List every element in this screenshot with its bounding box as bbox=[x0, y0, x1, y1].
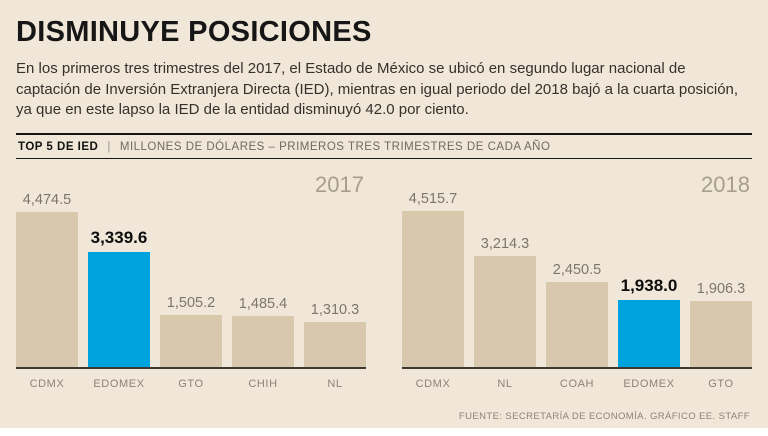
bar-column-cdmx-2017: 4,474.5 bbox=[16, 192, 78, 368]
category-labels-2018: CDMX NL COAH EDOMEX GTO bbox=[402, 378, 752, 390]
bar-gto-2017 bbox=[160, 315, 222, 368]
value-label-cdmx-2018: 4,515.7 bbox=[408, 191, 458, 208]
bar-edomex-2018 bbox=[618, 300, 680, 368]
infographic: DISMINUYE POSICIONES En los primeros tre… bbox=[16, 16, 752, 390]
bar-column-gto-2017: 1,505.2 bbox=[160, 295, 222, 368]
header-separator: | bbox=[107, 141, 111, 154]
bar-cdmx-2017 bbox=[16, 212, 78, 368]
category-label-gto-2017: GTO bbox=[178, 378, 204, 391]
bar-column-nl-2017: 1,310.3 bbox=[304, 302, 366, 368]
bottom-white-strip bbox=[0, 428, 768, 436]
bar-column-gto-2018: 1,906.3 bbox=[690, 281, 752, 368]
category-label-edomex-2017: EDOMEX bbox=[93, 378, 145, 391]
chart-header-subtitle: MILLONES DE DÓLARES – PRIMEROS TRES TRIM… bbox=[119, 141, 551, 154]
category-label-nl-2018: NL bbox=[497, 378, 513, 391]
bar-column-cdmx-2018: 4,515.7 bbox=[402, 191, 464, 368]
category-label-edomex-2018: EDOMEX bbox=[623, 378, 675, 391]
bar-column-nl-2018: 3,214.3 bbox=[474, 236, 536, 368]
bar-gto-2018 bbox=[690, 301, 752, 368]
value-label-gto-2017: 1,505.2 bbox=[166, 295, 216, 312]
category-label-chih-2017: CHIH bbox=[248, 378, 278, 391]
charts-area: 2017 4,474.5 3,339.6 1,505.2 1,485.4 1,310.3… bbox=[16, 172, 752, 390]
bar-column-edomex-2017: 3,339.6 bbox=[88, 228, 150, 368]
source-credit: FUENTE: SECRETARÍA DE ECONOMÍA. GRÁFICO … bbox=[458, 411, 750, 422]
year-label-2017: 2017 bbox=[315, 172, 364, 198]
year-label-2018: 2018 bbox=[701, 172, 750, 198]
chart-header-label: TOP 5 DE IED bbox=[18, 141, 99, 154]
bar-coah-2018 bbox=[546, 282, 608, 368]
chart-header-bar: TOP 5 DE IED | MILLONES DE DÓLARES – PRI… bbox=[16, 133, 752, 160]
bar-cdmx-2018 bbox=[402, 211, 464, 368]
intro-paragraph: En los primeros tres trimestres del 2017… bbox=[16, 60, 739, 119]
category-label-cdmx-2018: CDMX bbox=[415, 378, 451, 391]
bar-column-chih-2017: 1,485.4 bbox=[232, 296, 294, 368]
chart-2018: 2018 4,515.7 3,214.3 2,450.5 1,938.0 1,906.3… bbox=[402, 172, 752, 390]
value-label-edomex-2018: 1,938.0 bbox=[620, 276, 678, 296]
value-label-cdmx-2017: 4,474.5 bbox=[22, 192, 72, 209]
category-label-coah-2018: COAH bbox=[559, 378, 595, 391]
category-label-gto-2018: GTO bbox=[708, 378, 734, 391]
bar-chih-2017 bbox=[232, 316, 294, 368]
value-label-coah-2018: 2,450.5 bbox=[552, 262, 602, 279]
bar-column-edomex-2018: 1,938.0 bbox=[618, 276, 680, 368]
value-label-nl-2018: 3,214.3 bbox=[480, 236, 530, 253]
value-label-gto-2018: 1,906.3 bbox=[696, 281, 746, 298]
page-title: DISMINUYE POSICIONES bbox=[16, 16, 372, 48]
bar-nl-2018 bbox=[474, 256, 536, 368]
bar-column-coah-2018: 2,450.5 bbox=[546, 262, 608, 368]
bars-2017: 4,474.5 3,339.6 1,505.2 1,485.4 1,310.3 bbox=[16, 175, 366, 370]
value-label-edomex-2017: 3,339.6 bbox=[90, 228, 148, 248]
value-label-chih-2017: 1,485.4 bbox=[238, 296, 288, 313]
category-labels-2017: CDMX EDOMEX GTO CHIH NL bbox=[16, 378, 366, 390]
bar-nl-2017 bbox=[304, 322, 366, 368]
category-label-cdmx-2017: CDMX bbox=[29, 378, 65, 391]
bar-edomex-2017 bbox=[88, 252, 150, 368]
bars-2018: 4,515.7 3,214.3 2,450.5 1,938.0 1,906.3 bbox=[402, 175, 752, 370]
value-label-nl-2017: 1,310.3 bbox=[310, 302, 360, 319]
chart-2017: 2017 4,474.5 3,339.6 1,505.2 1,485.4 1,310.3… bbox=[16, 172, 366, 390]
category-label-nl-2017: NL bbox=[327, 378, 343, 391]
